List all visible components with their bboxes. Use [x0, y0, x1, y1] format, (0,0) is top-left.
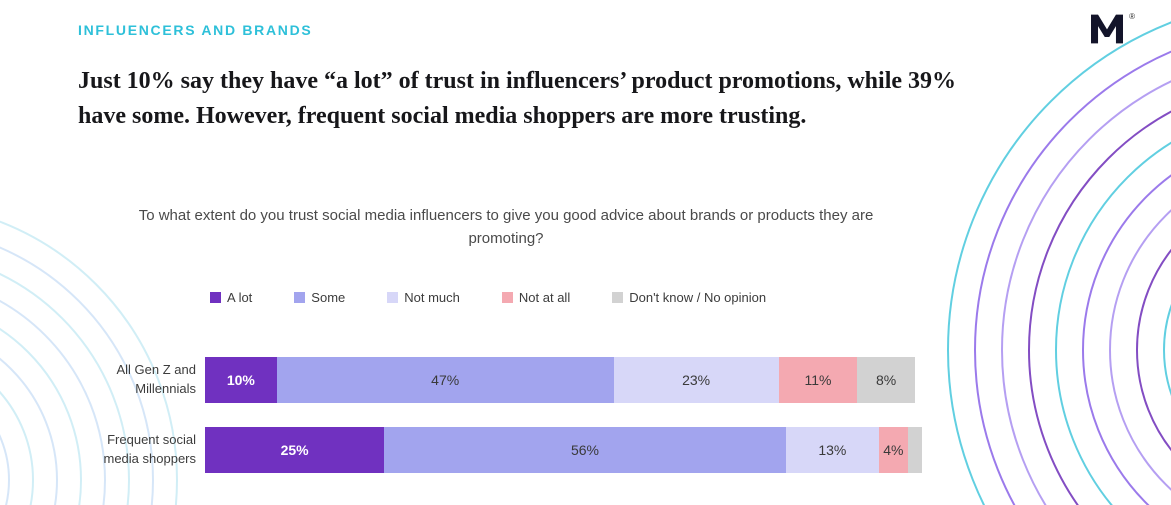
bar-segment-value: 25%: [280, 442, 309, 458]
decor-ring: [1001, 51, 1171, 505]
legend: A lot Some Not much Not at all Don't know / …: [210, 290, 922, 305]
legend-label: A lot: [227, 290, 253, 305]
decor-ring: [0, 322, 58, 505]
decor-ring: [1136, 186, 1171, 505]
bar-segment-value: 23%: [682, 372, 711, 388]
bar-segment-value: 8%: [876, 372, 897, 388]
legend-item: Some: [294, 290, 345, 305]
row-label: Frequent social media shoppers: [103, 432, 197, 466]
decor-ring: [0, 370, 10, 505]
legend-label: Not much: [404, 290, 460, 305]
bar-segment-value: 4%: [883, 442, 904, 458]
decor-ring: [1028, 78, 1171, 505]
legend-item: A lot: [210, 290, 252, 305]
bar-row: All Gen Z and Millennials 10% 47% 23% 11% 8%: [60, 357, 922, 403]
brand-logo: ®: [1091, 12, 1135, 46]
legend-swatch: [294, 292, 306, 303]
bar-segment: 47%: [276, 357, 614, 403]
bar-segment-value: 10%: [226, 372, 255, 388]
legend-item: Don't know / No opinion: [612, 290, 766, 305]
bar-track: 25% 56% 13% 4%: [205, 427, 922, 473]
legend-item: Not at all: [501, 290, 571, 305]
bar-segment: [907, 427, 922, 473]
legend-item: Not much: [387, 290, 460, 305]
bar-segment-value: 47%: [431, 372, 460, 388]
decor-ring: [1082, 132, 1171, 505]
bar-segment: 25%: [205, 427, 385, 473]
bar-segment: 23%: [613, 357, 779, 403]
bar-row: Frequent social media shoppers 25% 56% 13% 4%: [60, 427, 922, 473]
registered-mark: ®: [1129, 12, 1135, 21]
legend-swatch: [612, 292, 624, 303]
section-eyebrow: INFLUENCERS AND BRANDS: [78, 22, 313, 38]
legend-label: Not at all: [518, 290, 571, 305]
legend-swatch: [210, 292, 221, 303]
bar-segment: 13%: [785, 427, 879, 473]
legend-swatch: [387, 292, 399, 303]
row-label: All Gen Z and Millennials: [116, 362, 197, 396]
legend-label: Some: [311, 290, 346, 305]
bar-rows: All Gen Z and Millennials 10% 47% 23% 11% 8% Fr…: [60, 357, 922, 473]
bar-segment-value: 56%: [570, 442, 600, 458]
bar-segment: 11%: [778, 357, 858, 403]
decor-ring: [1163, 213, 1171, 487]
chart-title: To what extent do you trust social media…: [138, 207, 874, 247]
legend-label: Don't know / No opinion: [629, 290, 767, 305]
logo-m-icon: [1091, 14, 1123, 44]
headline: Just 10% say they have “a lot” of trust …: [78, 68, 957, 129]
trust-chart: To what extent do you trust social media…: [60, 205, 922, 473]
bar-segment: 4%: [878, 427, 908, 473]
bar-segment: 8%: [857, 357, 915, 403]
bar-segment-value: 13%: [818, 442, 847, 458]
bar-segment: 10%: [205, 357, 277, 403]
bar-segment: 56%: [384, 427, 786, 473]
decor-ring: [0, 346, 34, 505]
legend-swatch: [501, 292, 513, 303]
bar-segment-value: 11%: [804, 372, 832, 388]
decor-ring: [1109, 159, 1171, 505]
decor-ring: [1055, 105, 1171, 505]
bar-track: 10% 47% 23% 11% 8%: [205, 357, 922, 403]
